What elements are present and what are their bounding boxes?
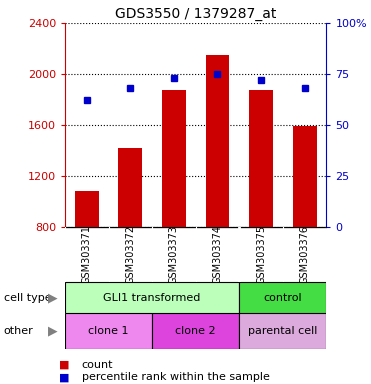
Text: ▶: ▶ bbox=[48, 325, 58, 338]
Text: GLI1 transformed: GLI1 transformed bbox=[104, 293, 201, 303]
Bar bbox=[152, 313, 239, 349]
Text: control: control bbox=[263, 293, 302, 303]
Title: GDS3550 / 1379287_at: GDS3550 / 1379287_at bbox=[115, 7, 276, 21]
Text: GSM303375: GSM303375 bbox=[256, 225, 266, 284]
Text: clone 2: clone 2 bbox=[175, 326, 216, 336]
Text: parental cell: parental cell bbox=[248, 326, 318, 336]
Text: count: count bbox=[82, 360, 113, 370]
Text: GSM303374: GSM303374 bbox=[213, 225, 223, 284]
Bar bbox=[249, 91, 273, 227]
Text: clone 1: clone 1 bbox=[88, 326, 129, 336]
Bar bbox=[239, 313, 326, 349]
Text: GSM303371: GSM303371 bbox=[82, 225, 92, 284]
Bar bbox=[206, 55, 230, 227]
Bar bbox=[162, 91, 186, 227]
Bar bbox=[118, 148, 142, 227]
Text: percentile rank within the sample: percentile rank within the sample bbox=[82, 372, 269, 382]
Text: GSM303373: GSM303373 bbox=[169, 225, 179, 284]
Text: cell type: cell type bbox=[4, 293, 51, 303]
Text: ■: ■ bbox=[59, 372, 70, 382]
Text: ■: ■ bbox=[59, 360, 70, 370]
Bar bbox=[65, 282, 239, 313]
Bar bbox=[75, 191, 99, 227]
Text: GSM303376: GSM303376 bbox=[300, 225, 310, 284]
Text: GSM303372: GSM303372 bbox=[125, 225, 135, 284]
Bar bbox=[293, 126, 317, 227]
Bar bbox=[239, 282, 326, 313]
Text: ▶: ▶ bbox=[48, 291, 58, 304]
Text: other: other bbox=[4, 326, 33, 336]
Bar bbox=[65, 313, 152, 349]
